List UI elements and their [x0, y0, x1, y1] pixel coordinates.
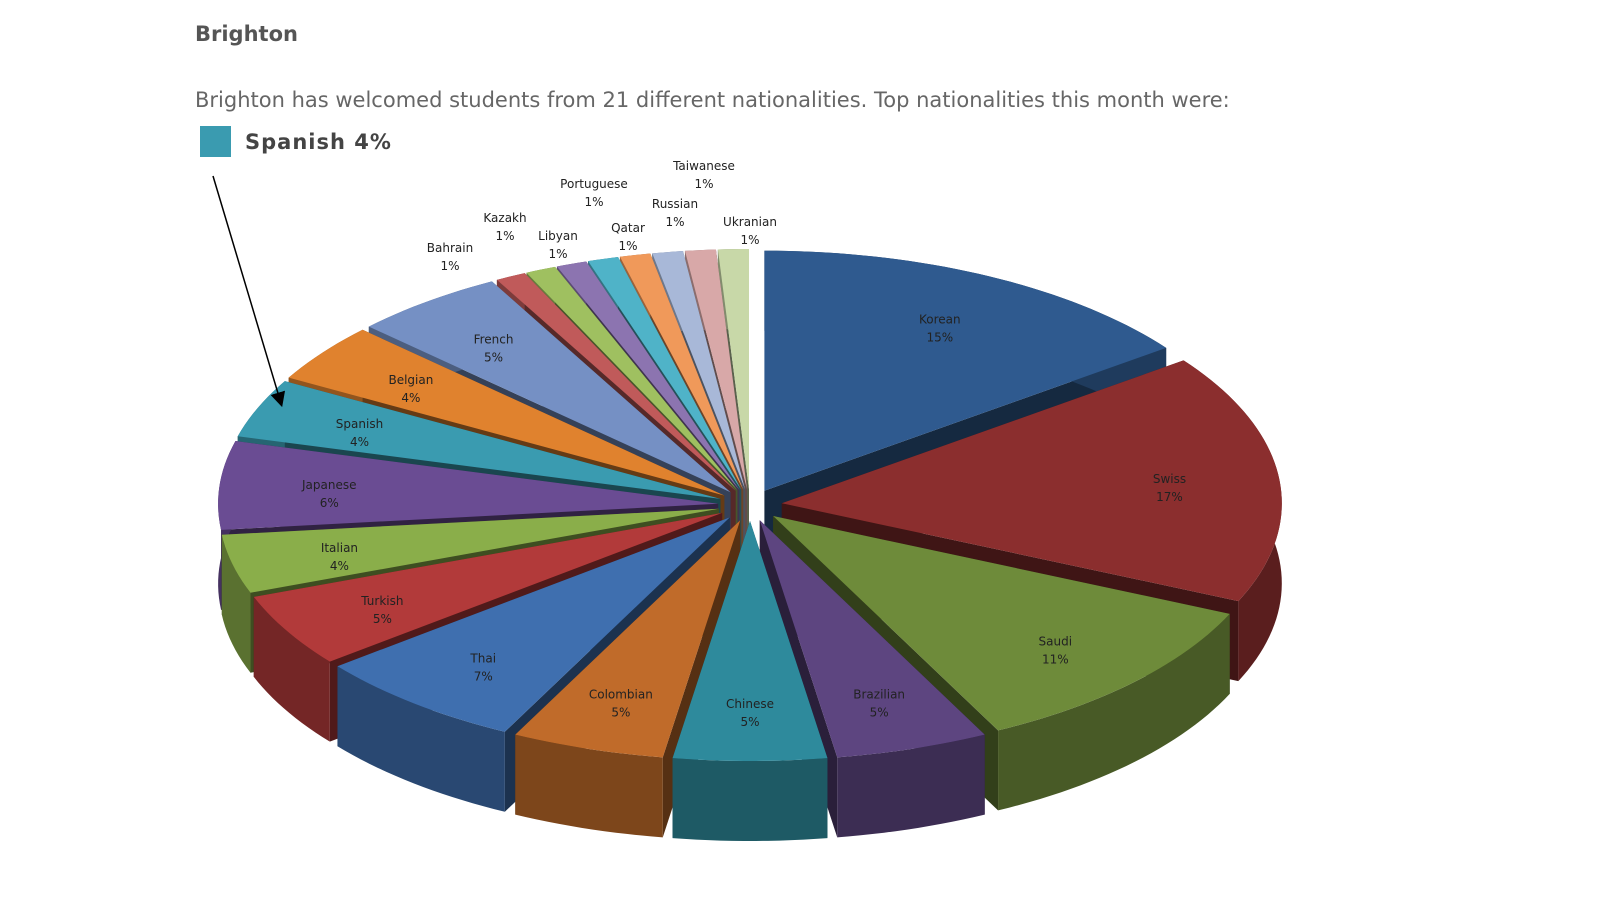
- slice-top: [218, 441, 719, 530]
- slice-top: [515, 520, 741, 758]
- slice-name-label: Swiss: [1153, 472, 1186, 486]
- slice-name-label: Spanish: [336, 417, 383, 431]
- slice-name-label: Turkish: [360, 594, 403, 608]
- intro-text: Brighton has welcomed students from 21 d…: [195, 88, 1230, 112]
- slice-top: [337, 517, 730, 732]
- slice-top: [773, 516, 1230, 731]
- slice-value-label: 15%: [926, 331, 953, 345]
- slice-value-label: 5%: [740, 715, 759, 729]
- slice-top: [619, 253, 744, 490]
- slice-name-label: French: [474, 333, 514, 347]
- slice-top: [759, 520, 985, 758]
- slice-top: [652, 251, 746, 490]
- slice-name-label: Colombian: [589, 687, 653, 701]
- slice-value-label: 5%: [611, 705, 630, 719]
- slice-name-label: Kazakh: [483, 211, 526, 225]
- section-title: Brighton: [195, 22, 298, 46]
- slice-top: [496, 273, 736, 491]
- slice-name-label: Libyan: [538, 229, 578, 243]
- slice-side: [998, 613, 1230, 811]
- slice-value-label: 1%: [694, 177, 713, 191]
- slice-value-label: 1%: [440, 259, 459, 273]
- slice-value-label: 1%: [665, 215, 684, 229]
- slice-name-label: Brazilian: [853, 687, 905, 701]
- slice-side: [221, 534, 251, 673]
- slice-side: [515, 734, 663, 838]
- slice-value-label: 4%: [330, 559, 349, 573]
- slice-top: [526, 266, 738, 491]
- slice-value-label: 7%: [474, 669, 493, 683]
- slice-top: [588, 257, 742, 490]
- slice-side: [672, 758, 828, 841]
- slice-value-label: 17%: [1156, 490, 1183, 504]
- slice-top: [253, 512, 723, 662]
- slice-name-label: Taiwanese: [672, 159, 735, 173]
- slice-side: [337, 666, 505, 812]
- slice-top: [764, 250, 1167, 491]
- slice-value-label: 5%: [373, 612, 392, 626]
- annotation-arrow: [212, 175, 286, 408]
- slice-name-label: Ukranian: [723, 215, 777, 229]
- legend-label: Spanish 4%: [245, 129, 392, 154]
- slice-value-label: 1%: [740, 233, 759, 247]
- slice-value-label: 1%: [548, 247, 567, 261]
- slice-name-label: Korean: [919, 313, 961, 327]
- slice-value-label: 6%: [320, 496, 339, 510]
- slice-top: [237, 381, 721, 499]
- pie-slice-chinese: [672, 521, 828, 841]
- slice-top: [288, 329, 725, 496]
- slice-name-label: Bahrain: [427, 241, 473, 255]
- slice-side: [253, 596, 330, 742]
- slice-side: [837, 734, 985, 838]
- slice-top: [684, 249, 748, 490]
- slice-value-label: 4%: [350, 435, 369, 449]
- slice-name-label: Portuguese: [560, 177, 628, 191]
- slice-name-label: Russian: [652, 197, 698, 211]
- slice-name-label: Belgian: [388, 373, 433, 387]
- slice-value-label: 1%: [495, 229, 514, 243]
- slice-top: [781, 360, 1282, 602]
- slice-value-label: 5%: [870, 705, 889, 719]
- slice-top: [556, 261, 740, 490]
- slice-value-label: 4%: [401, 391, 420, 405]
- legend-swatch: [200, 126, 231, 157]
- slice-value-label: 5%: [484, 351, 503, 365]
- slice-top: [221, 508, 719, 593]
- legend: Spanish 4%: [200, 126, 392, 157]
- slice-name-label: Japanese: [301, 478, 357, 492]
- slice-name-label: Thai: [469, 651, 496, 665]
- slice-name-label: Qatar: [611, 221, 645, 235]
- slice-name-label: Italian: [321, 541, 358, 555]
- slice-value-label: 1%: [618, 239, 637, 253]
- slice-top: [368, 281, 731, 493]
- slice-name-label: Saudi: [1039, 634, 1073, 648]
- slice-name-label: Chinese: [726, 697, 774, 711]
- slice-top: [672, 521, 828, 761]
- slice-value-label: 11%: [1042, 652, 1069, 666]
- slice-top: [717, 249, 750, 490]
- slice-value-label: 1%: [584, 195, 603, 209]
